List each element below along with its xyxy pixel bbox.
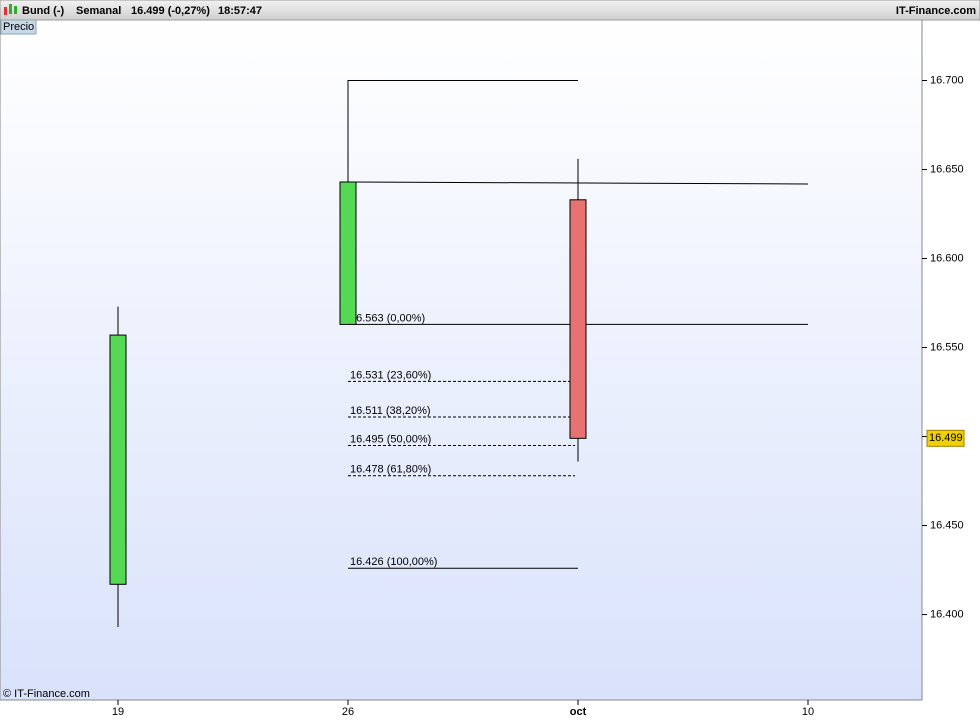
symbol: Bund (-) bbox=[22, 5, 64, 17]
fib-label: 16.426 (100,00%) bbox=[350, 556, 437, 568]
candle-body bbox=[339, 181, 357, 325]
drawn-line bbox=[347, 80, 578, 182]
last-price-label: 16.499 bbox=[929, 432, 963, 444]
copyright: © IT-Finance.com bbox=[3, 688, 90, 700]
quote: 16.499 (-0,27%) bbox=[131, 5, 210, 17]
fib-label: 16.563 (0,00%) bbox=[350, 312, 425, 324]
y-tick-label: 16.400 bbox=[930, 608, 964, 620]
axis-label-box bbox=[0, 19, 37, 35]
x-tick-label: oct bbox=[570, 706, 587, 718]
candle-body bbox=[109, 334, 127, 585]
axis-label: Precio bbox=[3, 21, 34, 33]
fib-label: 16.511 (38,20%) bbox=[350, 405, 431, 417]
plot-area bbox=[0, 19, 923, 701]
x-tick-label: 19 bbox=[112, 706, 124, 718]
y-tick-label: 16.550 bbox=[930, 341, 964, 353]
period: Semanal bbox=[76, 5, 121, 17]
candle-body bbox=[569, 199, 587, 439]
logo bbox=[4, 4, 17, 15]
header-bar bbox=[0, 0, 980, 21]
time: 18:57:47 bbox=[218, 5, 262, 17]
fib-label: 16.531 (23,60%) bbox=[350, 369, 431, 381]
y-tick-label: 16.700 bbox=[930, 74, 964, 86]
brand: IT-Finance.com bbox=[896, 5, 976, 17]
fib-label: 16.495 (50,00%) bbox=[350, 433, 431, 445]
fib-label: 16.478 (61,80%) bbox=[350, 464, 431, 476]
last-price-tag bbox=[926, 429, 965, 447]
y-tick-label: 16.450 bbox=[930, 519, 964, 531]
x-tick-label: 10 bbox=[802, 706, 814, 718]
y-tick-label: 16.650 bbox=[930, 163, 964, 175]
x-tick-label: 26 bbox=[342, 706, 354, 718]
y-tick-label: 16.600 bbox=[930, 252, 964, 264]
